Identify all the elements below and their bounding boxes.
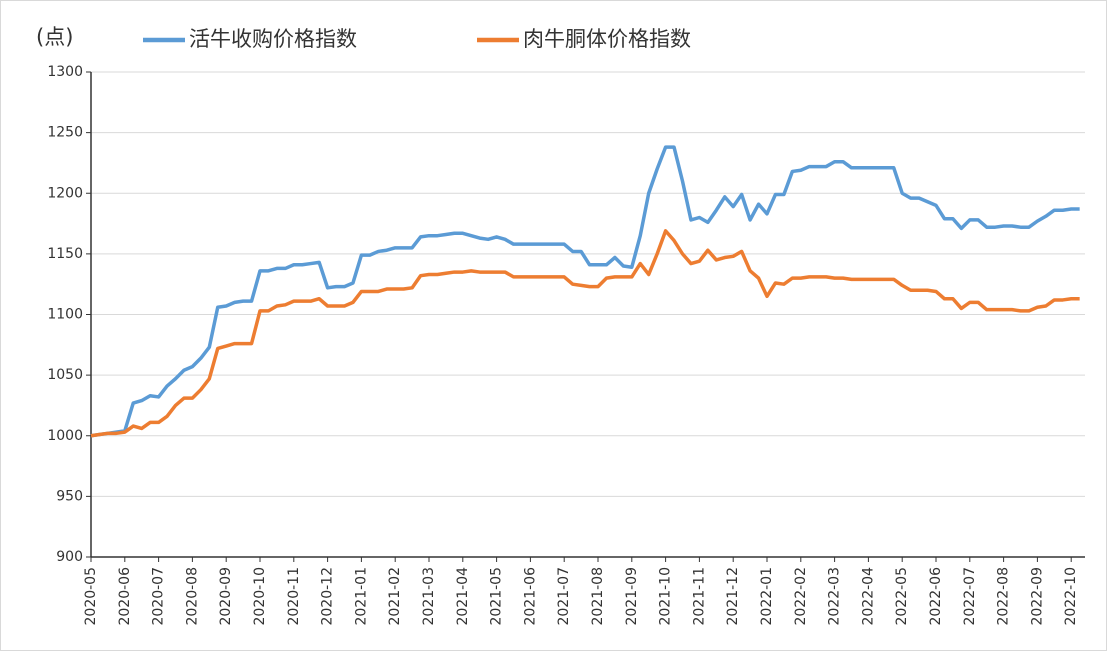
x-tick-label: 2020-08 xyxy=(184,567,200,626)
x-tick-label: 2022-01 xyxy=(759,567,775,626)
x-tick-label: 2020-07 xyxy=(151,567,167,626)
x-tick-label: 2022-09 xyxy=(1029,567,1045,626)
y-tick-label: 1100 xyxy=(47,307,83,323)
x-tick-label: 2021-05 xyxy=(489,567,505,626)
x-tick-label: 2022-06 xyxy=(928,567,944,626)
x-tick-label: 2021-03 xyxy=(421,567,437,626)
x-tick-label: 2022-04 xyxy=(860,567,876,626)
frame xyxy=(1,1,1107,651)
y-tick-label: 1000 xyxy=(47,428,83,444)
x-tick-label: 2021-08 xyxy=(590,567,606,626)
x-tick-label: 2021-07 xyxy=(556,567,572,626)
x-tick-label: 2022-07 xyxy=(962,567,978,626)
x-tick-label: 2021-01 xyxy=(353,567,369,626)
y-tick-label: 1050 xyxy=(47,367,83,383)
x-tick-label: 2021-02 xyxy=(387,567,403,626)
x-tick-label: 2020-12 xyxy=(320,567,336,626)
x-tick-label: 2022-10 xyxy=(1063,567,1079,626)
x-tick-label: 2022-05 xyxy=(894,567,910,626)
x-tick-label: 2022-02 xyxy=(793,567,809,626)
chart: (点) 900 950 1000 1050 1100 1150 1200 1250 1300 20… xyxy=(0,0,1107,651)
legend-label: 活牛收购价格指数 xyxy=(189,27,357,51)
y-tick-label: 950 xyxy=(56,488,83,504)
y-tick-label: 1300 xyxy=(47,64,83,80)
x-tick-label: 2022-08 xyxy=(996,567,1012,626)
y-tick-label: 900 xyxy=(56,549,83,565)
x-tick-label: 2021-11 xyxy=(691,567,707,626)
x-tick-label: 2020-09 xyxy=(218,567,234,626)
x-tick-label: 2021-10 xyxy=(658,567,674,626)
x-tick-label: 2021-12 xyxy=(725,567,741,626)
x-tick-label: 2020-10 xyxy=(252,567,268,626)
x-tick-label: 2020-05 xyxy=(83,567,99,626)
y-axis-label: (点) xyxy=(36,25,73,49)
y-tick-label: 1200 xyxy=(47,185,83,201)
x-tick-label: 2022-03 xyxy=(827,567,843,626)
x-tick-label: 2020-06 xyxy=(117,567,133,626)
x-tick-label: 2021-04 xyxy=(455,567,471,626)
x-tick-label: 2020-11 xyxy=(286,567,302,626)
legend-label: 肉牛胴体价格指数 xyxy=(523,27,691,51)
x-tick-label: 2021-09 xyxy=(624,567,640,626)
x-tick-label: 2021-06 xyxy=(522,567,538,626)
y-tick-label: 1250 xyxy=(47,125,83,141)
y-tick-label: 1150 xyxy=(47,246,83,262)
